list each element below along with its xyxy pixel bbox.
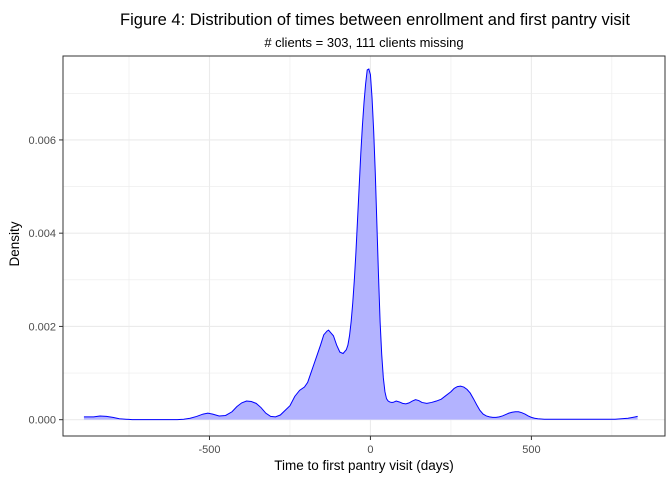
density-area (83, 69, 638, 420)
y-axis: 0.000 0.002 0.004 0.006 (28, 135, 63, 427)
x-axis-label: Time to first pantry visit (days) (274, 458, 454, 473)
y-axis-label: Density (7, 221, 22, 266)
y-tick-label: 0.000 (28, 415, 56, 427)
y-tick-label: 0.004 (28, 228, 56, 240)
y-tick-label: 0.002 (28, 321, 56, 333)
chart-subtitle: # clients = 303, 111 clients missing (264, 35, 463, 50)
density-line (83, 68, 638, 421)
y-tick-label: 0.006 (28, 135, 56, 147)
x-tick-label: -500 (198, 444, 220, 456)
x-axis: -500 0 500 (198, 436, 541, 456)
x-tick-label: 0 (367, 444, 373, 456)
x-tick-label: 500 (522, 444, 540, 456)
panel-border (62, 55, 666, 437)
chart-title: Figure 4: Distribution of times between … (120, 11, 630, 29)
